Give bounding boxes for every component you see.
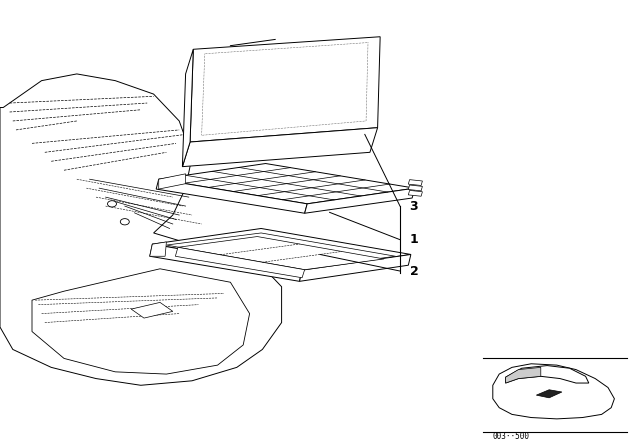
- Polygon shape: [300, 254, 411, 281]
- Polygon shape: [408, 185, 422, 191]
- Polygon shape: [159, 174, 186, 189]
- Text: 3: 3: [410, 199, 418, 213]
- Polygon shape: [159, 164, 415, 204]
- Text: 1: 1: [410, 233, 419, 246]
- Text: 003··500: 003··500: [493, 432, 530, 441]
- Polygon shape: [182, 49, 193, 167]
- Polygon shape: [506, 366, 589, 383]
- Polygon shape: [305, 188, 415, 213]
- Polygon shape: [506, 367, 541, 383]
- Polygon shape: [536, 390, 562, 398]
- Polygon shape: [408, 190, 422, 196]
- Polygon shape: [408, 180, 422, 185]
- Polygon shape: [131, 302, 173, 318]
- Polygon shape: [152, 228, 411, 270]
- Polygon shape: [156, 179, 307, 213]
- Polygon shape: [190, 37, 380, 142]
- Polygon shape: [0, 74, 282, 385]
- Circle shape: [108, 201, 116, 207]
- Polygon shape: [182, 128, 378, 167]
- Polygon shape: [493, 364, 614, 419]
- Text: 2: 2: [410, 264, 419, 278]
- Polygon shape: [150, 244, 302, 281]
- Polygon shape: [175, 247, 305, 278]
- Polygon shape: [178, 237, 384, 270]
- Polygon shape: [150, 242, 166, 256]
- Polygon shape: [166, 233, 396, 269]
- Circle shape: [120, 219, 129, 225]
- Polygon shape: [32, 269, 250, 374]
